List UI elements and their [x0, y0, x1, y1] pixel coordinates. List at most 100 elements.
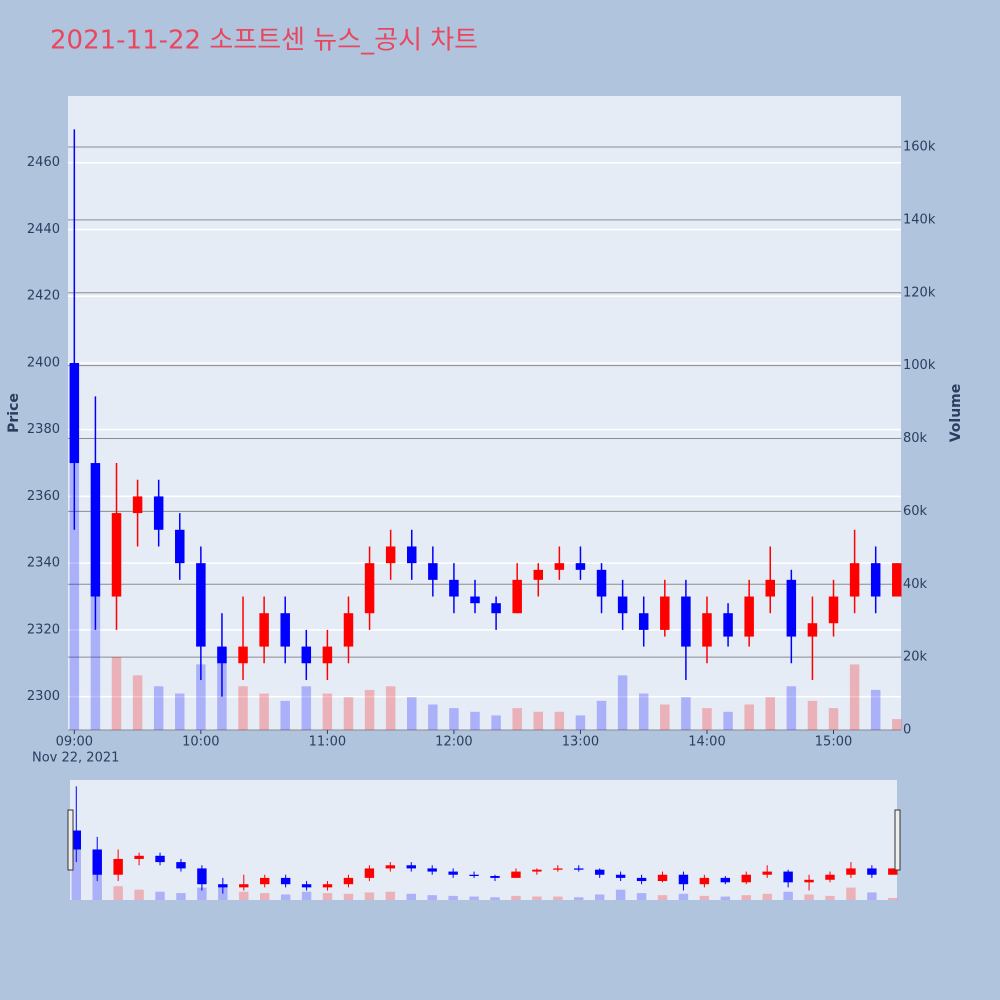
candle-body [469, 874, 479, 876]
volume-bar [385, 891, 396, 900]
volume-bar [322, 693, 333, 730]
candle-body [90, 463, 101, 597]
volume-bar [574, 897, 584, 900]
y-tick-label: 2400 [27, 355, 60, 370]
candle-body [892, 563, 902, 597]
candle-body [238, 646, 248, 664]
volume-bar [280, 700, 290, 730]
volume-bar [617, 675, 628, 730]
x-tick-label: 15:00 [815, 735, 852, 750]
volume-bar [385, 686, 396, 730]
volume-bar [596, 700, 607, 730]
y-tick-label: 2320 [27, 622, 60, 637]
volume-bar [197, 887, 207, 900]
volume-bar [804, 894, 814, 900]
volume-bar [762, 893, 772, 900]
volume-bar [343, 697, 354, 730]
candle-body [428, 563, 438, 580]
candle-body [343, 877, 354, 885]
volume-bar [532, 896, 542, 900]
volume-bar [155, 891, 165, 900]
volume-bar [470, 711, 480, 730]
candle-body [490, 876, 500, 878]
candle-body [575, 563, 586, 570]
candle-body [804, 879, 814, 883]
volume-bar [533, 711, 544, 730]
volume-bar [657, 895, 668, 900]
volume-bar [699, 895, 710, 900]
volume-bar [741, 895, 751, 900]
rangeslider-handle[interactable] [894, 809, 901, 871]
candle-body [723, 613, 733, 637]
y2-tick-label: 120k [903, 285, 936, 300]
volume-bar [888, 897, 898, 900]
volume-bar [259, 693, 269, 730]
volume-bar [364, 892, 375, 900]
candle-body [343, 613, 354, 647]
volume-bar [428, 704, 438, 730]
volume-bar [90, 584, 101, 730]
x-tick-label: 11:00 [309, 735, 346, 750]
volume-bar [765, 697, 775, 730]
candle-body [636, 877, 647, 882]
y2-tick-label: 0 [903, 723, 911, 738]
candle-body [511, 871, 521, 878]
candle-body [260, 877, 270, 885]
volume-bar [783, 891, 793, 900]
candle-body [762, 871, 772, 875]
volume-bar [638, 693, 649, 730]
chart-title: 2021-11-22 소프트센 뉴스_공시 차트 [50, 26, 478, 56]
candle-body [594, 869, 605, 875]
candle-body [470, 596, 480, 604]
candle-body [71, 830, 81, 850]
candle-body [825, 874, 835, 880]
candle-body [134, 855, 144, 859]
y-tick-label: 2360 [27, 489, 60, 504]
candle-body [744, 596, 754, 637]
candle-body [554, 563, 565, 570]
volume-bar [449, 708, 459, 730]
candle-body [765, 579, 775, 597]
volume-bar [825, 895, 835, 900]
volume-bar [511, 895, 521, 900]
candle-body [828, 596, 839, 624]
volume-bar [849, 664, 860, 730]
candle-body [69, 362, 80, 464]
volume-bar [870, 689, 881, 730]
volume-bar [681, 697, 691, 730]
volume-bar [807, 700, 818, 730]
y-tick-label: 2420 [27, 289, 60, 304]
rangeslider[interactable] [70, 780, 897, 900]
volume-bar [113, 886, 123, 900]
volume-bar [134, 889, 144, 900]
x-tick-label: 10:00 [182, 735, 219, 750]
candle-body [322, 646, 333, 664]
volume-bar [575, 715, 586, 730]
candle-body [218, 884, 228, 888]
y2-tick-label: 140k [903, 212, 936, 227]
candle-body [617, 596, 628, 614]
candle-body [660, 596, 670, 630]
volume-bar [71, 831, 81, 900]
y-axis-title: Price [6, 393, 22, 433]
volume-bar [786, 686, 797, 730]
candle-body [615, 874, 626, 878]
candle-body [197, 868, 207, 885]
candle-body [807, 623, 818, 637]
rangeslider-handle[interactable] [67, 809, 74, 871]
volume-bar [301, 891, 312, 900]
y-tick-label: 2460 [27, 155, 60, 170]
volume-bar [260, 893, 270, 900]
volume-bar [554, 711, 565, 730]
candle-body [888, 868, 898, 875]
candle-body [681, 596, 691, 647]
candle-body [364, 868, 375, 878]
volume-bar [132, 675, 143, 730]
y-tick-label: 2380 [27, 422, 60, 437]
volume-bar [828, 708, 839, 730]
x-tick-label: 12:00 [435, 735, 472, 750]
volume-bar [196, 664, 206, 730]
volume-bar [92, 872, 102, 900]
x-tick-label: 09:00 [56, 735, 93, 750]
volume-bar [615, 889, 626, 900]
